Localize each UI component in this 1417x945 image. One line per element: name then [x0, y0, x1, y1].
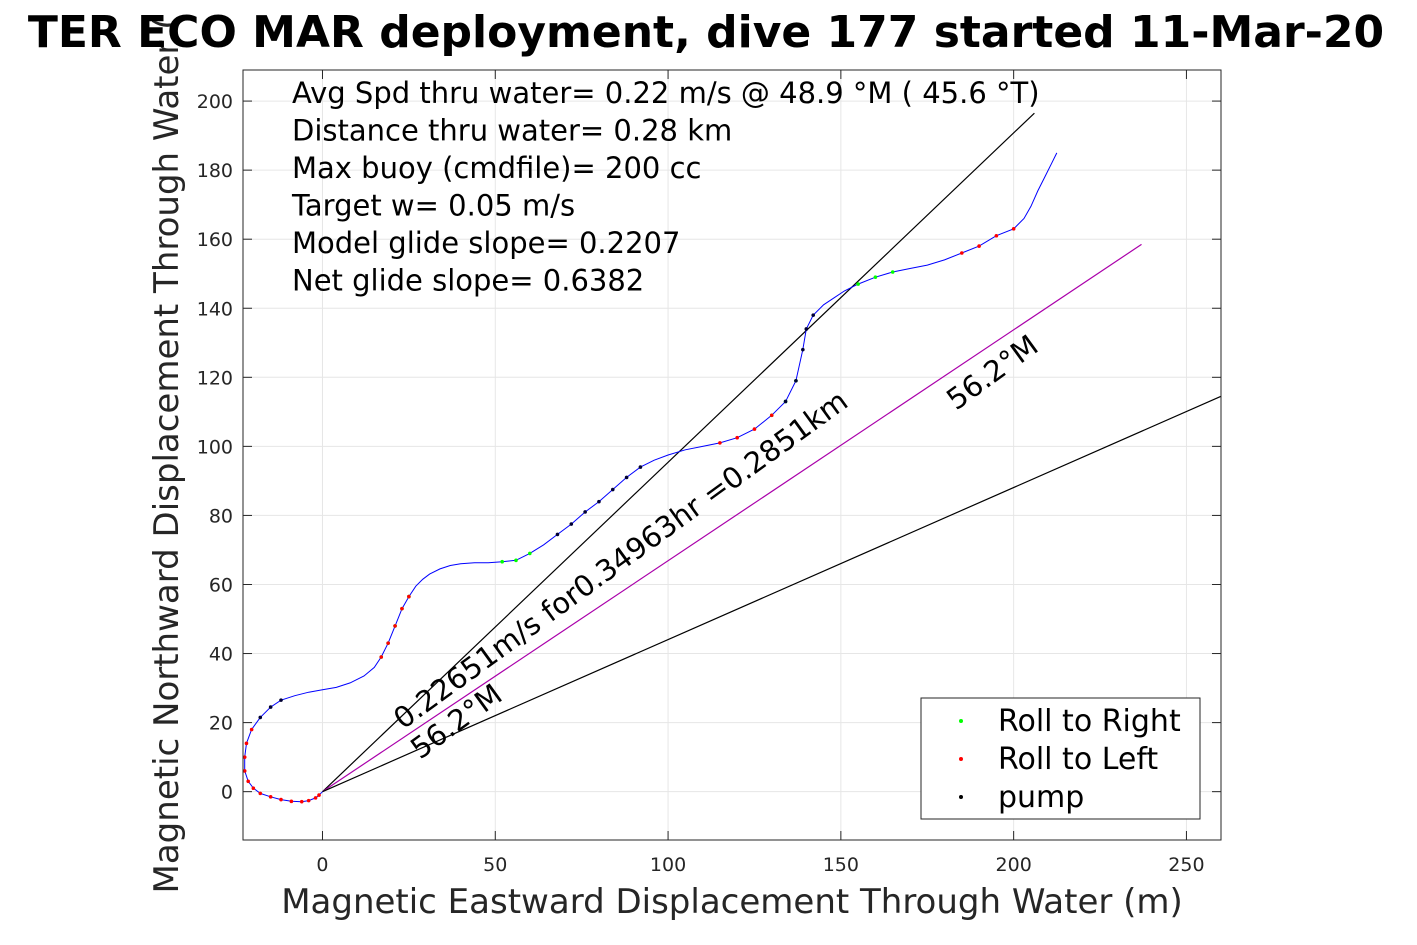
marker-roll-left	[242, 769, 247, 773]
marker-roll-left	[299, 799, 304, 804]
marker-roll-left	[393, 624, 397, 628]
marker-pump	[783, 399, 788, 404]
marker-roll-right	[528, 551, 532, 556]
marker-roll-left	[249, 727, 254, 732]
marker-roll-right	[873, 275, 878, 279]
reference-lines	[322, 112, 1222, 793]
marker-pump	[794, 378, 798, 383]
stat-line: Avg Spd thru water= 0.22 m/s @ 48.9 °M (…	[292, 76, 1040, 110]
tick-label-x: 0	[316, 854, 328, 876]
marker-roll-left	[242, 755, 247, 759]
marker-roll-left	[268, 795, 273, 799]
tick-label-x: 50	[483, 854, 507, 876]
marker-pump	[597, 499, 601, 504]
tick-label-x: 250	[1168, 854, 1204, 876]
legend-marker-roll-right	[959, 719, 963, 723]
stats-block: Avg Spd thru water= 0.22 m/s @ 48.9 °M (…	[291, 76, 1040, 298]
marker-roll-left	[400, 606, 404, 611]
legend-marker-roll-left	[959, 757, 963, 761]
tick-label-x: 150	[823, 854, 859, 876]
marker-pump	[638, 465, 643, 469]
stat-line: Model glide slope= 0.2207	[292, 226, 680, 260]
marker-roll-left	[407, 594, 411, 599]
marker-roll-right	[514, 558, 518, 563]
marker-pump	[804, 327, 809, 331]
marker-roll-left	[769, 413, 774, 418]
marker-pump	[569, 522, 574, 526]
tick-label-y: 40	[209, 644, 233, 666]
marker-roll-left	[279, 797, 283, 802]
marker-roll-left	[977, 244, 981, 248]
stat-line: Target w= 0.05 m/s	[291, 189, 575, 223]
marker-roll-right	[500, 559, 504, 564]
marker-roll-left	[960, 251, 964, 255]
marker-pump	[555, 532, 560, 537]
marker-pump	[258, 715, 263, 720]
tick-label-y: 0	[221, 782, 233, 804]
marker-pump	[279, 698, 283, 702]
axis-ticks: 0 50 100 150 200 250 0 20 40 60 80 100 120 140 160 180 2…	[197, 70, 1221, 876]
reference-line-heading	[322, 243, 1142, 793]
y-axis-label: Magnetic Northward Displacement Through …	[147, 17, 187, 894]
marker-roll-right	[856, 282, 860, 286]
marker-pump	[801, 347, 805, 352]
tick-label-y: 120	[197, 367, 233, 389]
legend-label-roll-left: Roll to Left	[998, 742, 1158, 777]
legend-label-roll-right: Roll to Right	[998, 704, 1181, 739]
marker-roll-left	[306, 798, 311, 803]
marker-roll-left	[317, 793, 321, 797]
marker-roll-left	[386, 641, 390, 645]
marker-roll-right	[890, 270, 895, 274]
marker-roll-left	[752, 427, 757, 431]
marker-pump	[811, 313, 816, 317]
marker-roll-left	[244, 741, 249, 746]
marker-roll-left	[994, 233, 999, 238]
reference-line-upper	[322, 112, 1035, 793]
stat-line: Max buoy (cmdfile)= 200 cc	[292, 151, 701, 185]
legend-marker-pump	[959, 795, 963, 799]
marker-pump	[268, 705, 273, 709]
tick-label-y: 80	[209, 505, 233, 527]
marker-roll-left	[735, 435, 739, 440]
marker-roll-left	[289, 799, 294, 804]
x-axis-label: Magnetic Eastward Displacement Through W…	[281, 882, 1183, 922]
roll-pump-markers	[242, 227, 1016, 804]
marker-roll-left	[246, 779, 250, 784]
marker-roll-left	[258, 791, 263, 796]
tick-label-y: 160	[197, 229, 233, 251]
tick-label-y: 100	[197, 436, 233, 458]
marker-pump	[583, 510, 587, 514]
tick-label-y: 20	[209, 713, 233, 735]
tick-label-y: 200	[197, 91, 233, 113]
marker-pump	[624, 475, 629, 480]
marker-pump	[610, 487, 615, 492]
marker-roll-left	[379, 655, 384, 659]
legend-box	[920, 697, 1201, 820]
marker-roll-left	[251, 786, 256, 791]
reference-line-lower	[322, 395, 1222, 793]
chart-title: TER ECO MAR deployment, dive 177 started…	[28, 7, 1384, 58]
legend: Roll to Right Roll to Left pump	[920, 697, 1201, 820]
legend-label-pump: pump	[998, 780, 1084, 815]
stat-line: Distance thru water= 0.28 km	[292, 114, 732, 148]
marker-roll-left	[1011, 227, 1016, 231]
marker-roll-left	[313, 796, 318, 800]
stat-line: Net glide slope= 0.6382	[292, 264, 644, 298]
marker-roll-left	[718, 441, 722, 445]
tick-label-y: 180	[197, 160, 233, 182]
plot-border	[242, 69, 1222, 841]
tick-label-x: 100	[650, 854, 686, 876]
tick-label-x: 200	[996, 854, 1032, 876]
tick-label-y: 60	[209, 574, 233, 596]
tick-label-y: 140	[197, 298, 233, 320]
